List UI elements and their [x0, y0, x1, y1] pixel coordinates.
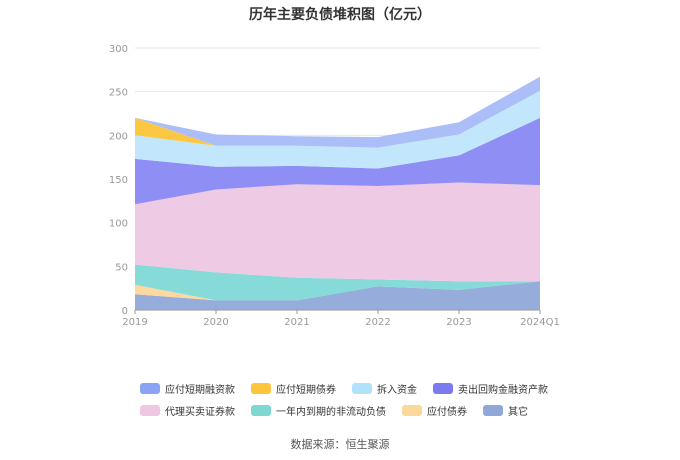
y-tick-label: 0 — [122, 306, 128, 317]
legend-item-bonds-payable[interactable]: 应付债券 — [402, 403, 467, 418]
legend-item-agency-securities[interactable]: 代理买卖证券款 — [140, 403, 235, 418]
legend-item-short-bonds[interactable]: 应付短期债券 — [251, 381, 336, 396]
legend-swatch — [251, 404, 271, 416]
y-tick-label: 150 — [109, 175, 128, 186]
x-tick-label: 2020 — [203, 317, 228, 328]
legend-swatch — [251, 382, 271, 394]
legend-label: 其它 — [508, 406, 528, 418]
legend-item-current-noncurrent[interactable]: 一年内到期的非流动负债 — [251, 403, 386, 418]
area-series-5 — [135, 90, 540, 169]
area-series-0 — [135, 281, 540, 310]
area-series-7 — [135, 76, 540, 148]
y-tick-label: 300 — [109, 44, 128, 55]
y-tick-label: 250 — [109, 88, 128, 99]
x-tick-label: 2021 — [284, 317, 309, 328]
data-source: 数据来源：恒生聚源 — [290, 438, 390, 451]
x-tick-label: 2022 — [365, 317, 390, 328]
legend-item-borrowed-funds[interactable]: 拆入资金 — [352, 381, 417, 396]
legend-label: 一年内到期的非流动负债 — [276, 406, 386, 418]
area-series-4 — [135, 117, 540, 205]
area-series-3 — [135, 182, 540, 282]
legend-label: 应付债券 — [427, 406, 467, 418]
area-series-2 — [135, 264, 540, 301]
legend-item-other[interactable]: 其它 — [483, 403, 528, 418]
legend-row-2: 代理买卖证券款 一年内到期的非流动负债 应付债券 其它 — [140, 399, 560, 421]
legend-label: 应付短期债券 — [276, 384, 336, 396]
legend-label: 卖出回购金融资产款 — [458, 384, 548, 396]
area-series — [135, 76, 540, 310]
x-tick-label: 2024Q1 — [520, 317, 560, 328]
legend-item-short-financing[interactable]: 应付短期融资款 — [140, 381, 235, 396]
legend-label: 应付短期融资款 — [165, 384, 235, 396]
legend-swatch — [352, 382, 372, 394]
y-tick-label: 200 — [109, 131, 128, 142]
legend-swatch — [402, 404, 422, 416]
y-tick-label: 100 — [109, 219, 128, 230]
legend-label: 拆入资金 — [377, 384, 417, 396]
legend-item-repo[interactable]: 卖出回购金融资产款 — [433, 381, 548, 396]
stacked-area-chart: 0 50 100 150 200 250 300 2019 2020 2021 2022 2023 20… — [109, 44, 560, 328]
legend-row-1: 应付短期融资款 应付短期债券 拆入资金 卖出回购金融资产款 — [140, 377, 560, 399]
legend-swatch — [140, 404, 160, 416]
legend-swatch — [433, 382, 453, 394]
chart-title: 历年主要负债堆积图（亿元） — [249, 7, 431, 23]
legend-label: 代理买卖证券款 — [165, 406, 235, 418]
legend-swatch — [483, 404, 503, 416]
legend-swatch — [140, 382, 160, 394]
x-tick-label: 2023 — [446, 317, 471, 328]
y-tick-label: 50 — [115, 262, 128, 273]
legend: 应付短期融资款 应付短期债券 拆入资金 卖出回购金融资产款 代理买卖证券款 一年… — [140, 377, 560, 421]
x-tick-label: 2019 — [122, 317, 147, 328]
axes: 0 50 100 150 200 250 300 2019 2020 2021 2022 2023 20… — [109, 44, 560, 328]
